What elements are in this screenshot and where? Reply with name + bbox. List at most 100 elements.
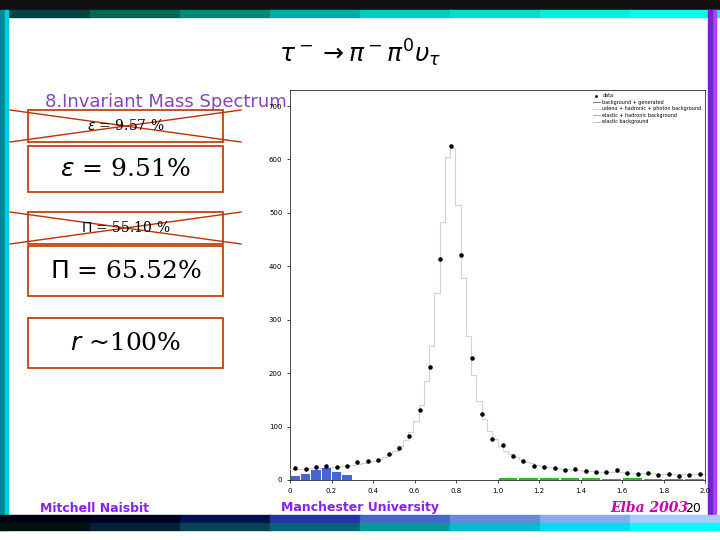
Point [570, 465, 581, 474]
Bar [0, 515, 91, 523]
Point [642, 468, 654, 477]
Bar [90, 523, 181, 530]
Point [435, 254, 446, 263]
Point [508, 452, 519, 461]
Text: $\Pi$ = 55.10 %: $\Pi$ = 55.10 % [81, 220, 170, 235]
Text: Manchester University: Manchester University [281, 502, 439, 515]
Point [652, 470, 664, 479]
Point [331, 463, 343, 471]
Bar [360, 515, 451, 523]
Point [476, 410, 487, 418]
Point [403, 431, 415, 440]
Bar [685, 479, 704, 480]
Point [351, 458, 363, 467]
Point [445, 142, 456, 151]
Point [673, 471, 685, 480]
Bar [28, 110, 223, 142]
Point [289, 464, 301, 472]
Bar [540, 523, 631, 530]
Point [300, 464, 311, 473]
Bar [582, 478, 600, 480]
Bar [450, 523, 541, 530]
Bar [708, 10, 712, 530]
Bar [301, 474, 310, 480]
Bar [311, 470, 320, 480]
Point [320, 461, 332, 470]
Bar [28, 246, 223, 296]
Bar [343, 475, 352, 480]
Point [487, 435, 498, 443]
Bar [540, 478, 559, 480]
Bar [5, 10, 8, 530]
Bar [180, 515, 271, 523]
Text: $r$ ~100%: $r$ ~100% [70, 332, 181, 354]
Bar [0, 0, 720, 10]
Bar [290, 476, 300, 480]
Text: $\tau^- \rightarrow \pi^- \pi^0 \upsilon_{\tau}$: $\tau^- \rightarrow \pi^- \pi^0 \upsilon… [279, 37, 441, 69]
Point [590, 467, 602, 476]
Bar [540, 515, 631, 523]
Point [414, 406, 426, 414]
Bar [519, 478, 538, 480]
Bar [90, 515, 181, 523]
Point [684, 471, 696, 480]
Point [539, 462, 550, 471]
Legend: data, background + generated, udenu + hadronic + photon background, elastic + ha: data, background + generated, udenu + ha… [592, 92, 703, 125]
Bar [270, 523, 361, 530]
Bar [561, 478, 580, 480]
Bar [0, 523, 91, 530]
Point [621, 468, 633, 477]
Bar [360, 523, 451, 530]
Bar [332, 472, 341, 480]
Bar [712, 10, 716, 530]
Point [310, 463, 322, 472]
Bar [644, 479, 662, 480]
Point [341, 462, 353, 470]
Bar [623, 478, 642, 480]
Point [362, 457, 374, 465]
Text: $\varepsilon$ = 9.57 %: $\varepsilon$ = 9.57 % [87, 118, 164, 133]
Text: 20: 20 [685, 502, 701, 515]
Point [466, 354, 477, 363]
Bar [270, 10, 361, 17]
Point [694, 470, 706, 478]
Text: $\Pi$ = 65.52%: $\Pi$ = 65.52% [50, 260, 202, 282]
Bar [540, 10, 631, 17]
Point [663, 469, 675, 478]
Point [600, 468, 612, 477]
Point [528, 462, 539, 470]
Bar [180, 10, 271, 17]
Bar [498, 478, 517, 480]
Bar [603, 479, 621, 480]
Point [549, 463, 560, 472]
Bar [630, 10, 720, 17]
Bar [450, 515, 541, 523]
Bar [0, 10, 5, 530]
Bar [630, 515, 720, 523]
Point [372, 456, 384, 464]
Point [456, 251, 467, 259]
Bar [360, 10, 451, 17]
Bar [0, 10, 91, 17]
Bar [180, 523, 271, 530]
Point [632, 470, 644, 478]
Point [393, 444, 405, 453]
Point [497, 441, 508, 450]
Bar [90, 10, 181, 17]
Point [559, 466, 571, 475]
Bar [322, 468, 331, 480]
Text: Elba 2003: Elba 2003 [610, 501, 688, 515]
Bar [28, 146, 223, 192]
Bar [665, 479, 683, 480]
Text: Mitchell Naisbit: Mitchell Naisbit [40, 502, 149, 515]
Text: $\varepsilon$ = 9.51%: $\varepsilon$ = 9.51% [60, 158, 191, 180]
Bar [28, 212, 223, 244]
Point [611, 466, 623, 475]
Bar [450, 10, 541, 17]
Bar [630, 523, 720, 530]
Point [518, 456, 529, 465]
Bar [28, 318, 223, 368]
Point [580, 467, 591, 476]
Point [424, 363, 436, 372]
Text: 8.Invariant Mass Spectrum: 8.Invariant Mass Spectrum [45, 93, 287, 111]
